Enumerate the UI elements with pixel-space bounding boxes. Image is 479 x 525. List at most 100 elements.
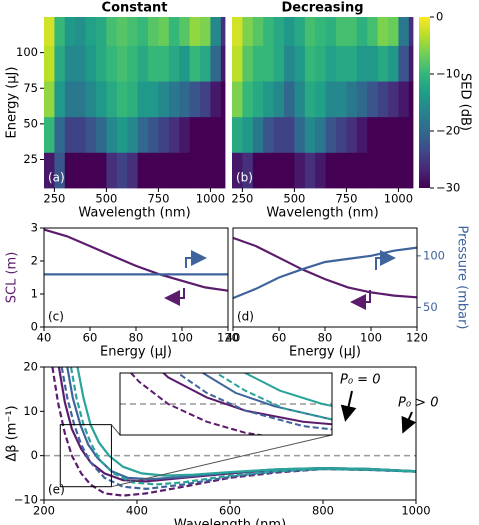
x-tick-label: 60 [83,331,98,345]
x-tick-label: 120 [217,331,239,345]
x-axis-label: Wavelength (nm) [266,206,378,221]
heat-cell [252,81,264,118]
colorbar-tick-label: −20 [436,124,460,138]
heat-cell [189,81,201,118]
heat-cell [273,152,285,189]
heat-cell [294,152,306,189]
arrow [375,250,396,270]
colorbar-tick-label: 0 [436,10,443,24]
heat-cell [232,45,243,82]
heat-cell [116,116,128,153]
x-tick-label: 750 [335,192,357,206]
arrow [401,411,417,434]
heat-cell [64,152,76,189]
panel-label: (c) [48,310,64,324]
x-tick-label: 250 [231,192,253,206]
annotation: P₀ = 0 [340,373,380,388]
heat-cell [304,152,316,189]
heat-cell [220,45,226,82]
x-tick-label: 800 [312,504,334,518]
heat-cell [148,81,159,118]
heat-cell [44,116,55,153]
heat-cell [325,152,337,189]
heat-cell [137,45,149,82]
y-tick-label: 50 [23,116,38,130]
y-tick-label: −10 [14,493,38,507]
heat-cell [200,81,211,118]
heat-cell [220,152,226,189]
heat-cell [315,152,327,189]
heat-cell [75,17,87,46]
heat-cell [179,17,191,46]
heat-cell [356,116,368,153]
x-tick-label: 120 [406,331,428,345]
heat-cell [273,116,285,153]
heat-cell [294,81,306,118]
heat-cell [294,45,306,82]
heat-cell [85,152,97,189]
heat-cell [44,45,55,82]
heat-cell [96,152,107,189]
heat-cell [64,116,76,153]
heat-cell [106,116,118,153]
heat-cell [252,17,264,46]
heat-cell [158,81,170,118]
panel-label: (a) [48,171,65,185]
heat-cell [304,17,316,46]
heat-cell [336,81,347,118]
heat-cell [242,81,254,118]
y-tick-label: 10 [23,404,38,418]
heat-cell [168,116,180,153]
heat-cell [325,45,337,82]
heat-cell [356,45,368,82]
y-tick-label: 3 [31,221,38,235]
heat-cell [367,116,379,153]
heat-cell [210,17,222,46]
heat-cell [377,81,389,118]
colorbar-tick-label: −30 [436,181,460,195]
series-line [214,373,332,421]
x-tick-label: 500 [283,192,305,206]
heat-cell [336,17,347,46]
heat-cell [200,116,211,153]
heat-cell [96,81,107,118]
heat-cell [75,81,87,118]
heat-cell [106,152,118,189]
heat-cell [127,116,139,153]
heat-cell [367,45,379,82]
heat-cell [54,81,66,118]
heat-cell [388,81,399,118]
heat-cell [408,17,414,46]
heat-cell [356,152,368,189]
x-tick-label: 100 [171,331,193,345]
x-tick-label: 400 [126,504,148,518]
heat-cell [137,152,149,189]
x-tick-label: 80 [129,331,144,345]
heat-cell [137,116,149,153]
heat-cell [263,45,275,82]
series-line [176,373,332,431]
x-tick-label: 60 [272,331,287,345]
heat-cell [85,45,97,82]
x-tick-label: 40 [37,331,52,345]
y-tick-label: 75 [23,81,38,95]
heat-cell [388,17,399,46]
panel-label: (e) [48,483,65,497]
heat-cell [398,81,410,118]
heat-cell [158,17,170,46]
heat-cell [210,152,222,189]
heat-cell [200,17,211,46]
heat-cell [116,81,128,118]
heat-cell [284,152,295,189]
heat-cell [127,17,139,46]
series-line [69,367,416,486]
heat-cell [179,45,191,82]
heat-cell [273,17,285,46]
y-tick-label: 25 [23,152,38,166]
heat-cell [168,152,180,189]
series-line [76,367,416,477]
heat-cell [377,152,389,189]
panel-title: Decreasing [281,1,363,16]
heat-cell [232,116,243,153]
heat-cell [242,116,254,153]
